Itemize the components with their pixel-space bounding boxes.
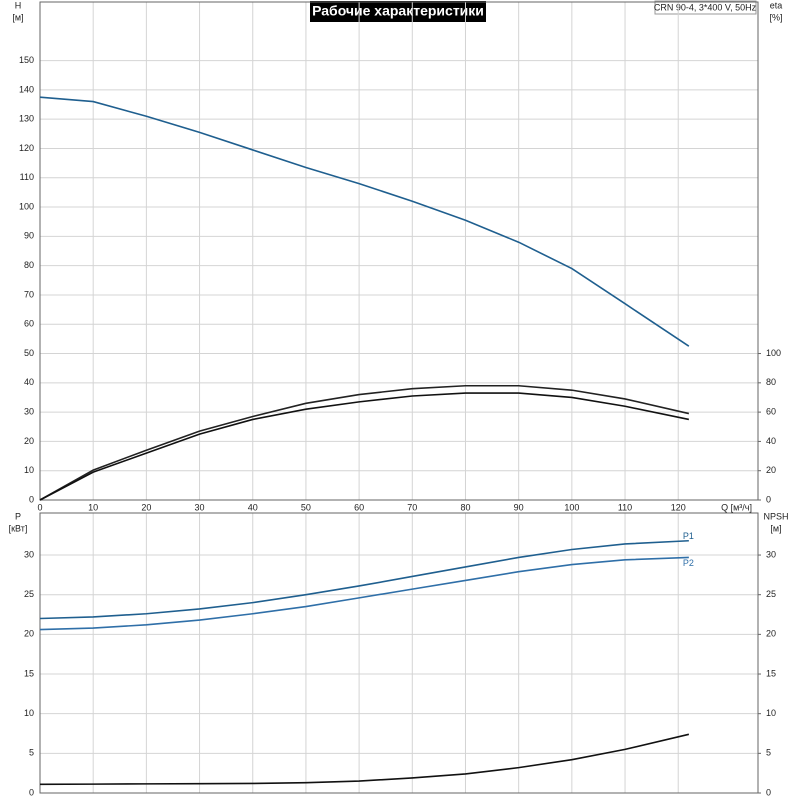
y2-tick-label: 15	[766, 668, 776, 678]
y2-axis-label: eta	[770, 0, 783, 10]
y-axis-unit: [м]	[12, 12, 23, 22]
y-tick-label: 70	[24, 289, 34, 299]
y-axis-label: H	[15, 0, 22, 10]
x-tick-label: 80	[460, 502, 470, 512]
series-line	[39, 556, 689, 631]
y-tick-label: 140	[19, 84, 34, 94]
x-tick-label: 90	[514, 502, 524, 512]
x-tick-label: 60	[354, 502, 364, 512]
y-tick-label: 130	[19, 114, 34, 124]
y-tick-label: 120	[19, 143, 34, 153]
series-line	[39, 392, 690, 501]
plot-frame	[39, 1, 759, 501]
y2-tick-label: 20	[766, 629, 776, 639]
y-tick-label: 0	[29, 787, 34, 797]
series-line	[39, 539, 689, 620]
y-tick-label: 25	[24, 589, 34, 599]
y2-tick-label: 10	[766, 708, 776, 718]
y2-tick-label: 30	[766, 549, 776, 559]
series-line	[39, 96, 690, 347]
series-line	[39, 733, 690, 786]
chart-title: Рабочие характеристики	[312, 3, 484, 19]
subtitle-box	[654, 0, 757, 15]
x-tick-label: 120	[671, 502, 686, 512]
x-tick-label: 20	[141, 502, 151, 512]
y-axis-unit: [кВт]	[9, 523, 28, 533]
y-tick-label: 10	[24, 708, 34, 718]
y2-tick-label: 0	[766, 787, 771, 797]
y2-tick-label: 100	[766, 348, 781, 358]
x-axis-label: Q [м³/ч]	[721, 502, 752, 512]
y-tick-label: 40	[24, 377, 34, 387]
y-tick-label: 50	[24, 348, 34, 358]
x-tick-label: 110	[618, 502, 632, 512]
x-tick-label: 50	[301, 502, 311, 512]
x-tick-label: 40	[248, 502, 258, 512]
title-box	[310, 1, 486, 22]
chart-subtitle: CRN 90-4, 3*400 V, 50Hz	[654, 2, 757, 12]
y-tick-label: 100	[19, 201, 34, 211]
y2-tick-label: 40	[766, 436, 776, 446]
y-axis-label: P	[15, 511, 21, 521]
y2-axis-unit: [%]	[769, 12, 782, 22]
y-tick-label: 90	[24, 231, 34, 241]
x-tick-label: 30	[195, 502, 205, 512]
x-tick-label: 10	[88, 502, 98, 512]
x-tick-label: 100	[564, 502, 579, 512]
y-tick-label: 60	[24, 319, 34, 329]
series-line	[39, 384, 690, 501]
y-tick-label: 30	[24, 549, 34, 559]
y2-axis-unit: [м]	[770, 523, 781, 533]
series-label: P1	[683, 531, 694, 541]
y2-tick-label: 80	[766, 377, 776, 387]
x-tick-label: 0	[37, 502, 42, 512]
plot-frame	[39, 512, 759, 794]
y-tick-label: 15	[24, 668, 34, 678]
y-tick-label: 150	[19, 55, 34, 65]
y-tick-label: 30	[24, 406, 34, 416]
y-tick-label: 5	[29, 748, 34, 758]
series-label: P2	[683, 558, 694, 568]
y-tick-label: 80	[24, 260, 34, 270]
y-tick-label: 10	[24, 465, 34, 475]
y-tick-label: 20	[24, 629, 34, 639]
y2-axis-label: NPSH	[763, 511, 788, 521]
y2-tick-label: 0	[766, 494, 771, 504]
x-tick-label: 70	[407, 502, 417, 512]
y2-tick-label: 5	[766, 748, 771, 758]
y2-tick-label: 60	[766, 406, 776, 416]
y-tick-label: 0	[29, 494, 34, 504]
y2-tick-label: 25	[766, 589, 776, 599]
y-tick-label: 20	[24, 436, 34, 446]
y2-tick-label: 20	[766, 465, 776, 475]
y-tick-label: 110	[20, 172, 34, 182]
